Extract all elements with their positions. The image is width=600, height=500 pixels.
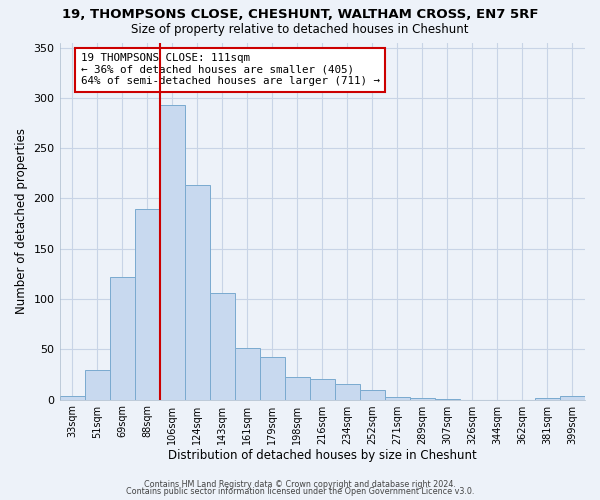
Bar (185, 186, 209, 400)
Bar (385, 396, 410, 400)
Bar (134, 210, 160, 400)
Bar (260, 358, 285, 400)
Bar (235, 348, 260, 400)
Y-axis label: Number of detached properties: Number of detached properties (15, 128, 28, 314)
Text: 19, THOMPSONS CLOSE, CHESHUNT, WALTHAM CROSS, EN7 5RF: 19, THOMPSONS CLOSE, CHESHUNT, WALTHAM C… (62, 8, 538, 20)
Bar (160, 105, 185, 400)
Bar (535, 398, 560, 400)
Bar (285, 378, 310, 400)
Text: Contains public sector information licensed under the Open Government Licence v3: Contains public sector information licen… (126, 487, 474, 496)
Bar (85, 370, 110, 400)
Bar (435, 398, 460, 400)
Text: 19 THOMPSONS CLOSE: 111sqm
← 36% of detached houses are smaller (405)
64% of sem: 19 THOMPSONS CLOSE: 111sqm ← 36% of deta… (80, 53, 380, 86)
X-axis label: Distribution of detached houses by size in Cheshunt: Distribution of detached houses by size … (168, 450, 476, 462)
Text: Size of property relative to detached houses in Cheshunt: Size of property relative to detached ho… (131, 22, 469, 36)
Text: Contains HM Land Registry data © Crown copyright and database right 2024.: Contains HM Land Registry data © Crown c… (144, 480, 456, 489)
Bar (360, 390, 385, 400)
Bar (410, 398, 435, 400)
Bar (335, 384, 360, 400)
Bar (59, 396, 85, 400)
Bar (209, 293, 235, 400)
Bar (560, 396, 585, 400)
Bar (110, 277, 134, 400)
Bar (310, 380, 335, 400)
